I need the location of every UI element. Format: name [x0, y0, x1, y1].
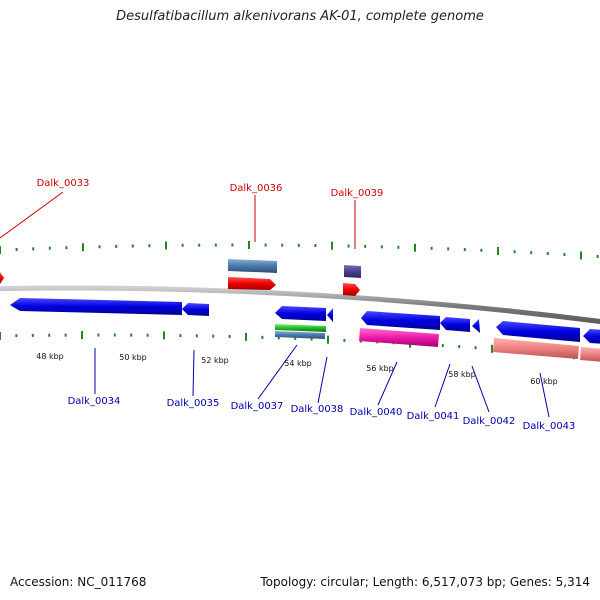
gene-dalk-0040-feature[interactable] — [359, 328, 439, 347]
reverse-strand-genes — [10, 298, 600, 362]
scale-label-58: 58 kbp — [448, 370, 476, 379]
gene-label-dalk-0040[interactable]: Dalk_0040 — [350, 407, 403, 418]
gene-dalk-0036-feature[interactable] — [228, 259, 277, 273]
gene-dalk-0042[interactable] — [472, 319, 480, 333]
gene-label-dalk-0038[interactable]: Dalk_0038 — [291, 404, 344, 415]
gene-dalk-0039-feature[interactable] — [344, 265, 361, 278]
gene-label-dalk-0042[interactable]: Dalk_0042 — [463, 416, 516, 427]
gene-dalk-0044-partial[interactable] — [583, 329, 600, 344]
genome-backbone — [0, 285, 600, 324]
gene-label-dalk-0043[interactable]: Dalk_0043 — [523, 421, 576, 432]
gene-dalk-0037-feature-green[interactable] — [275, 324, 326, 332]
scale-labels: 48 kbp 50 kbp 52 kbp 54 kbp 56 kbp 58 kb… — [36, 352, 558, 386]
scale-label-50: 50 kbp — [119, 353, 147, 362]
gene-dalk-0037[interactable] — [275, 306, 326, 321]
scale-label-52: 52 kbp — [201, 356, 229, 365]
gene-label-dalk-0041[interactable]: Dalk_0041 — [407, 411, 460, 422]
reverse-gene-labels: Dalk_0034 Dalk_0035 Dalk_0037 Dalk_0038 … — [68, 396, 576, 432]
genome-summary-text: Topology: circular; Length: 6,517,073 bp… — [260, 575, 590, 589]
gene-dalk-0043[interactable] — [496, 321, 580, 342]
gene-dalk-0037-arrow[interactable] — [327, 308, 333, 322]
scale-label-54: 54 kbp — [284, 359, 312, 368]
gene-dalk-0035[interactable] — [182, 303, 209, 316]
gene-label-dalk-0036[interactable]: Dalk_0036 — [230, 183, 283, 194]
forward-strand-genes — [0, 259, 361, 296]
gene-label-dalk-0035[interactable]: Dalk_0035 — [167, 398, 220, 409]
gene-dalk-0037-feature-steel[interactable] — [275, 331, 325, 339]
gene-label-dalk-0034[interactable]: Dalk_0034 — [68, 396, 121, 407]
gene-dalk-0036[interactable] — [228, 277, 276, 290]
gene-label-dalk-0033[interactable]: Dalk_0033 — [37, 178, 90, 189]
gene-dalk-0041[interactable] — [440, 317, 470, 332]
scale-label-48: 48 kbp — [36, 352, 64, 361]
gene-dalk-0043-feature[interactable] — [493, 338, 579, 359]
gene-dalk-0034[interactable] — [10, 298, 182, 315]
gene-label-dalk-0037[interactable]: Dalk_0037 — [231, 401, 284, 412]
map-title: Desulfatibacillum alkenivorans AK-01, co… — [116, 9, 484, 24]
gene-dalk-0040[interactable] — [361, 311, 440, 330]
scale-label-60: 60 kbp — [530, 377, 558, 386]
label-leader-lines — [0, 191, 550, 418]
gene-dalk-0039[interactable] — [343, 283, 360, 296]
forward-gene-labels: Dalk_0033 Dalk_0036 Dalk_0039 — [37, 178, 384, 199]
outer-tick-ring — [0, 241, 599, 260]
gene-dalk-0044-feature[interactable] — [580, 347, 600, 362]
scale-label-56: 56 kbp — [366, 364, 394, 373]
accession-text: Accession: NC_011768 — [10, 575, 147, 589]
gene-dalk-0033[interactable] — [0, 272, 4, 284]
gene-label-dalk-0039[interactable]: Dalk_0039 — [331, 188, 384, 199]
